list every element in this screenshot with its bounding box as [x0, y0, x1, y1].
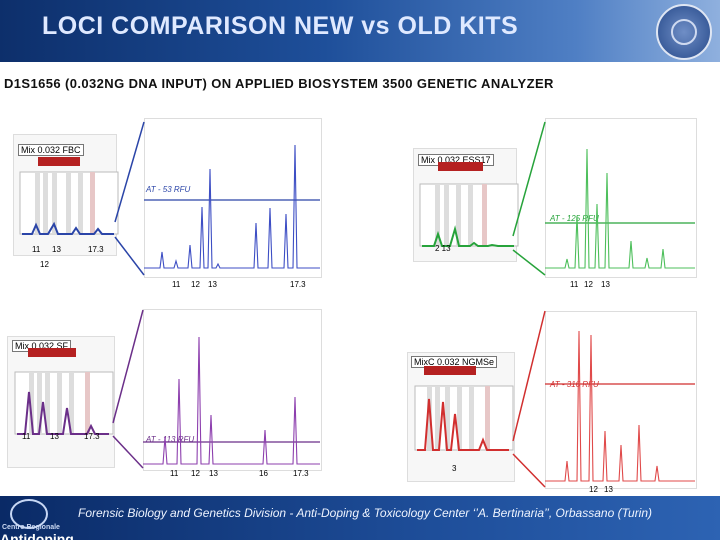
panel-bottom-left-threshold: AT - 113 RFU [146, 435, 195, 444]
seal-logo [656, 4, 712, 60]
tl-big-label-1: 11 [172, 280, 181, 289]
subtitle-bar [0, 62, 720, 104]
panel-top-left-expanded [144, 118, 322, 278]
panel-bottom-right-expanded [545, 311, 697, 489]
bl-small-label-2: 13 [50, 432, 59, 441]
tl-big-label-2: 12 [191, 280, 200, 289]
panel-top-left-threshold: AT - 53 RFU [146, 185, 191, 194]
panel-bottom-right-graph [414, 385, 514, 451]
panel-top-right-allele-box [438, 162, 483, 171]
header-bar: LOCI COMPARISON NEW vs OLD KITS [0, 0, 720, 62]
page-subtitle: D1S1656 (0.032NG DNA INPUT) ON APPLIED B… [4, 76, 554, 91]
tl-big-label-4: 17.3 [290, 280, 306, 289]
footer-caption: Forensic Biology and Genetics Division -… [78, 506, 653, 520]
panel-bottom-left-expanded [143, 309, 322, 471]
br-big-label-2: 13 [604, 485, 613, 494]
panel-top-left-allele-box [38, 157, 80, 166]
bl-small-label-1: 11 [22, 432, 31, 441]
tr-big-label-3: 13 [601, 280, 610, 289]
logo-subtitle: Centro Regionale [2, 524, 60, 531]
tl-left-label-2: 13 [52, 245, 61, 254]
panel-top-right-threshold: AT - 125 RFU [550, 214, 599, 223]
panel-bottom-left-allele-box [28, 348, 76, 357]
bl-big-label-3: 13 [209, 469, 218, 478]
footer-bar: Centro Regionale Antidoping Forensic Bio… [0, 496, 720, 547]
panel-bottom-right-expanded-graph [545, 330, 695, 482]
tl-left-label-1: 11 [32, 245, 41, 254]
blue-connector [112, 121, 546, 488]
panel-bottom-left-expanded-graph [143, 336, 320, 465]
br-big-label-1: 12 [589, 485, 598, 494]
bl-big-label-4: 16 [259, 469, 268, 478]
tl-big-label-3: 13 [208, 280, 217, 289]
panel-top-right-expanded-graph [545, 148, 695, 269]
tl-left-label-3: 17.3 [88, 245, 104, 254]
bl-small-label-3: 17.3 [84, 432, 100, 441]
br-small-label-1: 3 [452, 464, 457, 473]
panel-top-right-graph [419, 183, 519, 247]
panel-top-left-expanded-graph [144, 144, 320, 269]
bl-big-label-1: 11 [170, 469, 179, 478]
page-title: LOCI COMPARISON NEW vs OLD KITS [42, 12, 519, 40]
tl-left-label-4: 12 [40, 260, 49, 269]
tr-small-label-1: 2 13 [435, 244, 451, 253]
panel-top-left-label: Mix 0.032 FBC [18, 144, 84, 156]
comparison-area: Mix 0.032 FBC 11 13 17.3 12 AT - 53 RFU … [0, 104, 720, 496]
panel-top-right-expanded [545, 118, 697, 278]
bl-big-label-5: 17.3 [293, 469, 309, 478]
bl-big-label-2: 12 [191, 469, 200, 478]
panel-bottom-right-allele-box [424, 366, 476, 375]
panel-bottom-left-graph [14, 371, 114, 435]
antidoping-logo-icon [10, 499, 48, 529]
tr-big-label-2: 12 [584, 280, 593, 289]
logo-title: Antidoping [0, 531, 74, 547]
tr-big-label-1: 11 [570, 280, 579, 289]
panel-top-left-graph [19, 171, 119, 235]
